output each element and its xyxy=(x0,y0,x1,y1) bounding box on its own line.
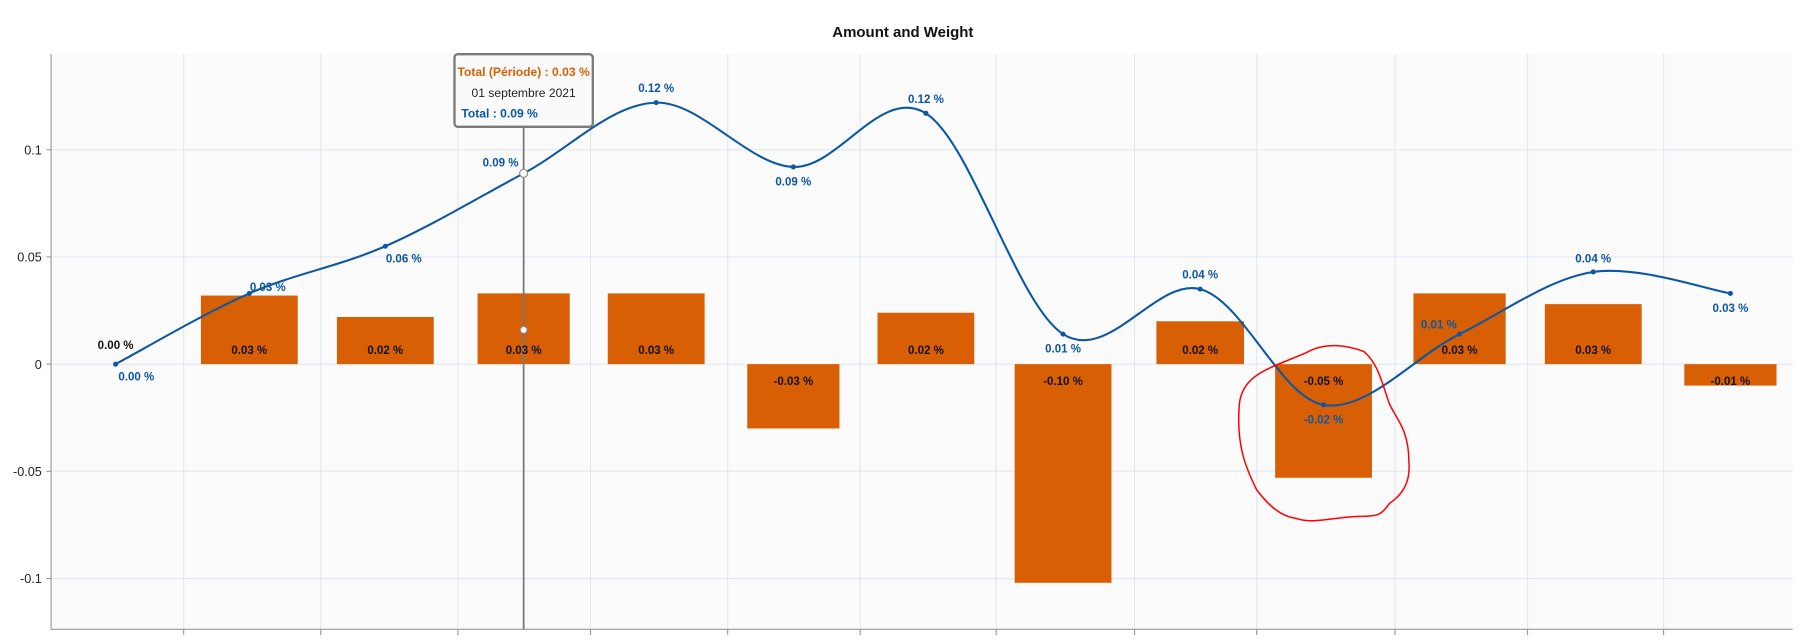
line-label: -0.02 % xyxy=(1304,414,1344,426)
bar xyxy=(747,364,840,429)
line-label: 0.01 % xyxy=(1421,319,1457,331)
chart-title: Amount and Weight xyxy=(832,24,973,41)
y-axis: 0.1 0.05 0 -0.05 -0.1 xyxy=(13,54,1793,630)
tooltip-date: 01 septembre 2021 xyxy=(472,86,576,100)
y-tick-label: 0 xyxy=(35,358,42,372)
bar-label: -0.01 % xyxy=(1711,376,1751,388)
line-label: 0.00 % xyxy=(118,371,154,383)
y-tick-label: -0.1 xyxy=(20,572,42,586)
bar-label: 0.02 % xyxy=(367,345,403,357)
red-annotation-circle xyxy=(1237,344,1410,522)
tooltip-total: Total : 0.09 % xyxy=(461,107,538,121)
hover-point xyxy=(519,168,529,178)
bar-label: -0.10 % xyxy=(1043,376,1083,388)
line-point xyxy=(1727,290,1733,296)
bar-label: 0.02 % xyxy=(908,345,944,357)
line-point xyxy=(790,164,796,170)
start-label: 0.00 % xyxy=(98,340,134,352)
line-point xyxy=(246,290,252,296)
line-label: 0.09 % xyxy=(775,176,811,188)
bar-label: -0.03 % xyxy=(774,376,814,388)
bar-label: -0.05 % xyxy=(1304,376,1344,388)
line-label: 0.04 % xyxy=(1575,254,1611,266)
line-point xyxy=(1590,269,1596,275)
line-series xyxy=(115,101,1731,407)
bar-label: 0.03 % xyxy=(1575,345,1611,357)
line-label: 0.12 % xyxy=(908,94,944,106)
line-point xyxy=(1060,331,1066,337)
line-point xyxy=(382,243,388,249)
data-labels: 0.03 % 0.02 % 0.03 % 0.03 % -0.03 % 0.02 % -0.… xyxy=(98,83,1751,426)
line-point xyxy=(923,110,929,116)
tooltip: Total (Période) : 0.03 % 01 septembre 20… xyxy=(453,53,594,128)
bar xyxy=(607,293,705,365)
line-point xyxy=(1321,402,1327,408)
line-label: 0.09 % xyxy=(483,157,519,169)
bar-label: 0.03 % xyxy=(1442,345,1478,357)
y-tick-label: 0.1 xyxy=(24,143,42,157)
line-label: 0.03 % xyxy=(1712,303,1748,315)
line-point xyxy=(653,100,659,106)
bar-label: 0.03 % xyxy=(506,345,542,357)
grid xyxy=(51,54,1793,636)
line-label: 0.01 % xyxy=(1045,344,1081,356)
bar xyxy=(336,316,434,365)
tooltip-period: Total (Période) : 0.03 % xyxy=(458,65,590,79)
line-point xyxy=(1457,331,1463,337)
y-tick-label: -0.05 xyxy=(13,465,42,479)
line-label: 0.03 % xyxy=(250,282,286,294)
line-label: 0.06 % xyxy=(386,253,422,265)
bar-label: 0.02 % xyxy=(1182,345,1218,357)
bar xyxy=(200,295,298,365)
line-point xyxy=(1197,286,1203,292)
line-label: 0.12 % xyxy=(638,83,674,95)
bar-label: 0.03 % xyxy=(638,345,674,357)
line-points xyxy=(113,100,1733,408)
line-point xyxy=(113,361,119,367)
line-label: 0.04 % xyxy=(1182,270,1218,282)
bar xyxy=(1014,364,1112,583)
hover-bar-point xyxy=(519,325,528,334)
bar xyxy=(1684,364,1777,386)
bar xyxy=(1156,321,1245,365)
y-tick-label: 0.05 xyxy=(17,251,42,265)
bar xyxy=(1544,304,1642,365)
bar-label: 0.03 % xyxy=(231,345,267,357)
bar xyxy=(877,312,975,365)
